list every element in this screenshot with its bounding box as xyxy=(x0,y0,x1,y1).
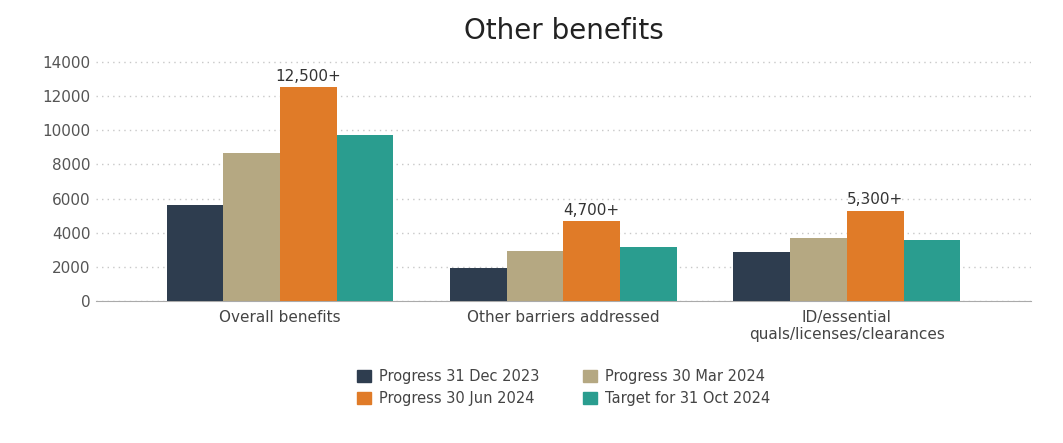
Bar xyxy=(337,135,393,301)
Bar xyxy=(167,206,223,301)
Bar xyxy=(904,240,960,301)
Bar xyxy=(280,87,337,301)
Bar xyxy=(450,268,507,301)
Text: 4,700+: 4,700+ xyxy=(563,203,620,218)
Bar xyxy=(620,247,677,301)
Legend: Progress 31 Dec 2023, Progress 30 Jun 2024, Progress 30 Mar 2024, Target for 31 : Progress 31 Dec 2023, Progress 30 Jun 20… xyxy=(351,363,776,412)
Bar xyxy=(733,252,790,301)
Bar xyxy=(507,251,563,301)
Title: Other benefits: Other benefits xyxy=(463,17,663,45)
Bar xyxy=(563,221,620,301)
Text: 12,500+: 12,500+ xyxy=(275,69,341,84)
Text: 5,300+: 5,300+ xyxy=(847,192,904,207)
Bar xyxy=(790,238,847,301)
Bar xyxy=(223,153,280,301)
Bar xyxy=(847,210,904,301)
